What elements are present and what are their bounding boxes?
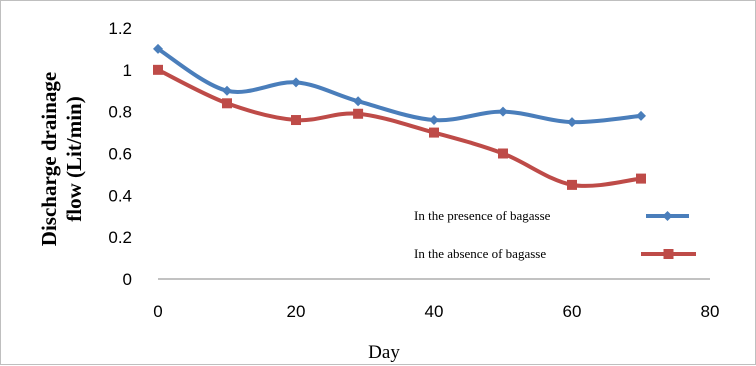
x-tick-label: 60 — [563, 302, 582, 321]
x-tick-label: 40 — [425, 302, 444, 321]
legend-item: In the presence of bagasse — [414, 208, 689, 223]
y-axis-title-line-2: flow (Lit/min) — [62, 96, 86, 221]
series-layer — [153, 43, 646, 190]
y-tick-label: 0.4 — [108, 186, 132, 205]
y-tick-label: 1.2 — [108, 19, 132, 38]
series-1-point — [636, 110, 646, 121]
x-tick-label: 0 — [153, 302, 162, 321]
series-1-point — [567, 117, 577, 128]
legend-swatch-marker — [663, 249, 674, 259]
series-1-point — [429, 115, 439, 126]
legend-label: In the presence of bagasse — [414, 208, 551, 223]
series-1-point — [353, 96, 364, 107]
x-tick-label: 80 — [701, 302, 720, 321]
legend-label: In the absence of bagasse — [414, 246, 546, 261]
y-axis-ticks: 0 0.2 0.4 0.6 0.8 1 1.2 — [108, 19, 132, 289]
series-1 — [153, 43, 646, 128]
series-2-point — [222, 98, 232, 109]
series-1-point — [498, 106, 508, 117]
y-tick-label: 0 — [123, 270, 132, 289]
series-2-point — [291, 115, 301, 126]
legend-item: In the absence of bagasse — [414, 246, 696, 261]
legend-swatch-marker — [662, 211, 673, 221]
y-tick-label: 1 — [123, 61, 132, 80]
series-2-line — [156, 67, 643, 188]
x-tick-label: 20 — [287, 302, 306, 321]
series-1-line — [156, 46, 643, 125]
y-axis-title-line-1: Discharge drainage — [37, 72, 61, 246]
x-axis-ticks: 0 20 40 60 80 — [153, 302, 719, 321]
series-2-point — [429, 127, 439, 138]
series-2-point — [567, 179, 577, 190]
series-1-point — [291, 77, 301, 88]
series-2-point — [636, 173, 646, 184]
y-axis-title: Discharge drainage flow (Lit/min) — [37, 72, 86, 246]
series-2 — [153, 64, 646, 190]
y-tick-label: 0.2 — [108, 228, 132, 247]
series-2-point — [153, 64, 163, 75]
legend: In the presence of bagasse In the absence… — [414, 208, 696, 261]
series-1-point — [222, 85, 232, 96]
series-2-point — [498, 148, 508, 159]
series-1-point — [153, 43, 163, 54]
x-axis-title: Day — [368, 342, 400, 363]
series-2-point — [353, 108, 364, 119]
y-tick-label: 0.6 — [108, 145, 132, 164]
y-tick-label: 0.8 — [108, 103, 132, 122]
